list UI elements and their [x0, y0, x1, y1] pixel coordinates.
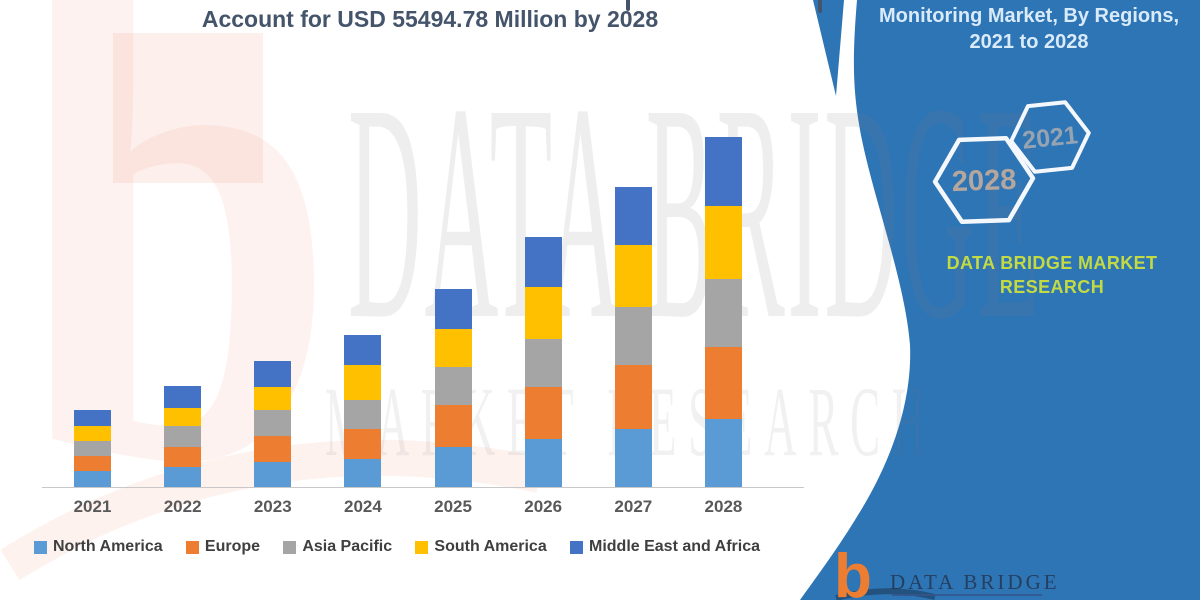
legend-marker	[34, 540, 47, 554]
x-axis-label-2021: 2021	[73, 497, 112, 516]
bar-2025-segment-asia-pacific	[434, 367, 472, 406]
bar-2025-segment-middle-east-and-africa	[434, 288, 472, 329]
bar-2022-segment-middle-east-and-africa	[164, 386, 202, 409]
legend-item-asia-pacific: Asia Pacific	[283, 538, 392, 556]
x-axis-label-2026: 2026	[524, 497, 563, 516]
legend-marker	[415, 540, 429, 554]
footer-logo-underline	[892, 594, 1042, 596]
bar-2026-segment-europe	[524, 386, 562, 439]
legend-item-south-america: South America	[415, 538, 547, 556]
bar-2023-segment-middle-east-and-africa	[254, 361, 292, 388]
bar-2023-segment-europe	[254, 436, 292, 463]
bar-2027-segment-europe	[614, 365, 652, 429]
bar-2026-segment-middle-east-and-africa	[524, 236, 562, 287]
legend-marker	[570, 540, 583, 554]
x-axis-label-2028: 2028	[704, 497, 743, 516]
legend-label: Europe	[204, 538, 261, 555]
bar-2027-segment-north-america	[614, 428, 652, 487]
clipped-title-fragment	[818, 0, 822, 13]
watermark-logo-square	[113, 33, 263, 183]
legend-marker	[185, 540, 199, 554]
bar-2027-segment-middle-east-and-africa	[614, 187, 652, 246]
bar-2025-segment-south-america	[434, 328, 472, 368]
bar-2024-segment-middle-east-and-africa	[344, 335, 382, 366]
legend-item-europe: Europe	[185, 538, 261, 556]
bar-2028-segment-middle-east-and-africa	[704, 137, 742, 206]
bar-2021-segment-asia-pacific	[74, 440, 111, 456]
bar-2028-segment-europe	[704, 346, 742, 419]
bar-2028-segment-asia-pacific	[704, 278, 742, 347]
bar-2023-segment-south-america	[254, 387, 292, 411]
bar-2024-segment-south-america	[344, 365, 382, 401]
chart-legend: North America Europe Asia Pacific South Ame…	[34, 538, 760, 556]
bar-2024-segment-europe	[344, 428, 382, 459]
bar-2021-segment-middle-east-and-africa	[74, 409, 111, 426]
footer-logo-subtext: MARKET RESEARCH	[892, 597, 1085, 600]
bar-2021-segment-south-america	[74, 425, 111, 441]
legend-label: Asia Pacific	[302, 538, 393, 555]
legend-item-north-america: North America	[34, 538, 163, 556]
legend-label: South America	[434, 538, 547, 555]
bar-2026-segment-north-america	[524, 438, 562, 487]
bar-2023-segment-north-america	[254, 462, 292, 487]
bar-2026-segment-asia-pacific	[524, 338, 562, 387]
footer-logo-name: DATA BRIDGE	[890, 570, 1060, 594]
bar-2022-segment-asia-pacific	[164, 426, 202, 447]
x-axis-label-2023: 2023	[253, 497, 292, 516]
footer-logo-b-icon: b	[834, 542, 872, 600]
bar-2024-segment-asia-pacific	[344, 400, 382, 429]
side-panel-brand-text: DATA BRIDGE MARKET RESEARCH	[946, 253, 1158, 297]
bar-2027-segment-south-america	[614, 245, 652, 308]
bar-2023-segment-asia-pacific	[254, 410, 292, 437]
bar-2021-segment-europe	[74, 455, 111, 471]
bar-2025-segment-europe	[434, 405, 472, 447]
bar-2027-segment-asia-pacific	[614, 307, 652, 366]
x-axis-label-2027: 2027	[614, 497, 653, 516]
legend-marker	[283, 540, 297, 554]
legend-label: Middle East and Africa	[589, 538, 760, 555]
x-axis-label-2024: 2024	[343, 497, 382, 516]
x-axis-label-2022: 2022	[163, 497, 202, 516]
side-panel-heading: Monitoring Market, By Regions, 2021 to 2…	[878, 5, 1180, 53]
bar-2022-segment-europe	[164, 447, 202, 467]
chart-title: Account for USD 55494.78 Million by 2028	[201, 6, 659, 32]
bar-2025-segment-north-america	[434, 447, 472, 487]
bar-2022-segment-south-america	[164, 408, 202, 426]
clipped-title-fragment	[626, 0, 630, 11]
bar-2026-segment-south-america	[524, 286, 562, 339]
legend-item-middle-east-and-africa: Middle East and Africa	[570, 538, 760, 556]
bar-2021-segment-north-america	[74, 470, 111, 487]
x-axis-label-2025: 2025	[434, 497, 472, 516]
legend-label: North America	[53, 538, 163, 555]
bar-2024-segment-north-america	[344, 458, 382, 487]
x-axis-line	[42, 487, 804, 488]
bar-2028-segment-south-america	[704, 205, 742, 279]
bar-2022-segment-north-america	[164, 467, 202, 487]
bar-2028-segment-north-america	[704, 418, 742, 487]
